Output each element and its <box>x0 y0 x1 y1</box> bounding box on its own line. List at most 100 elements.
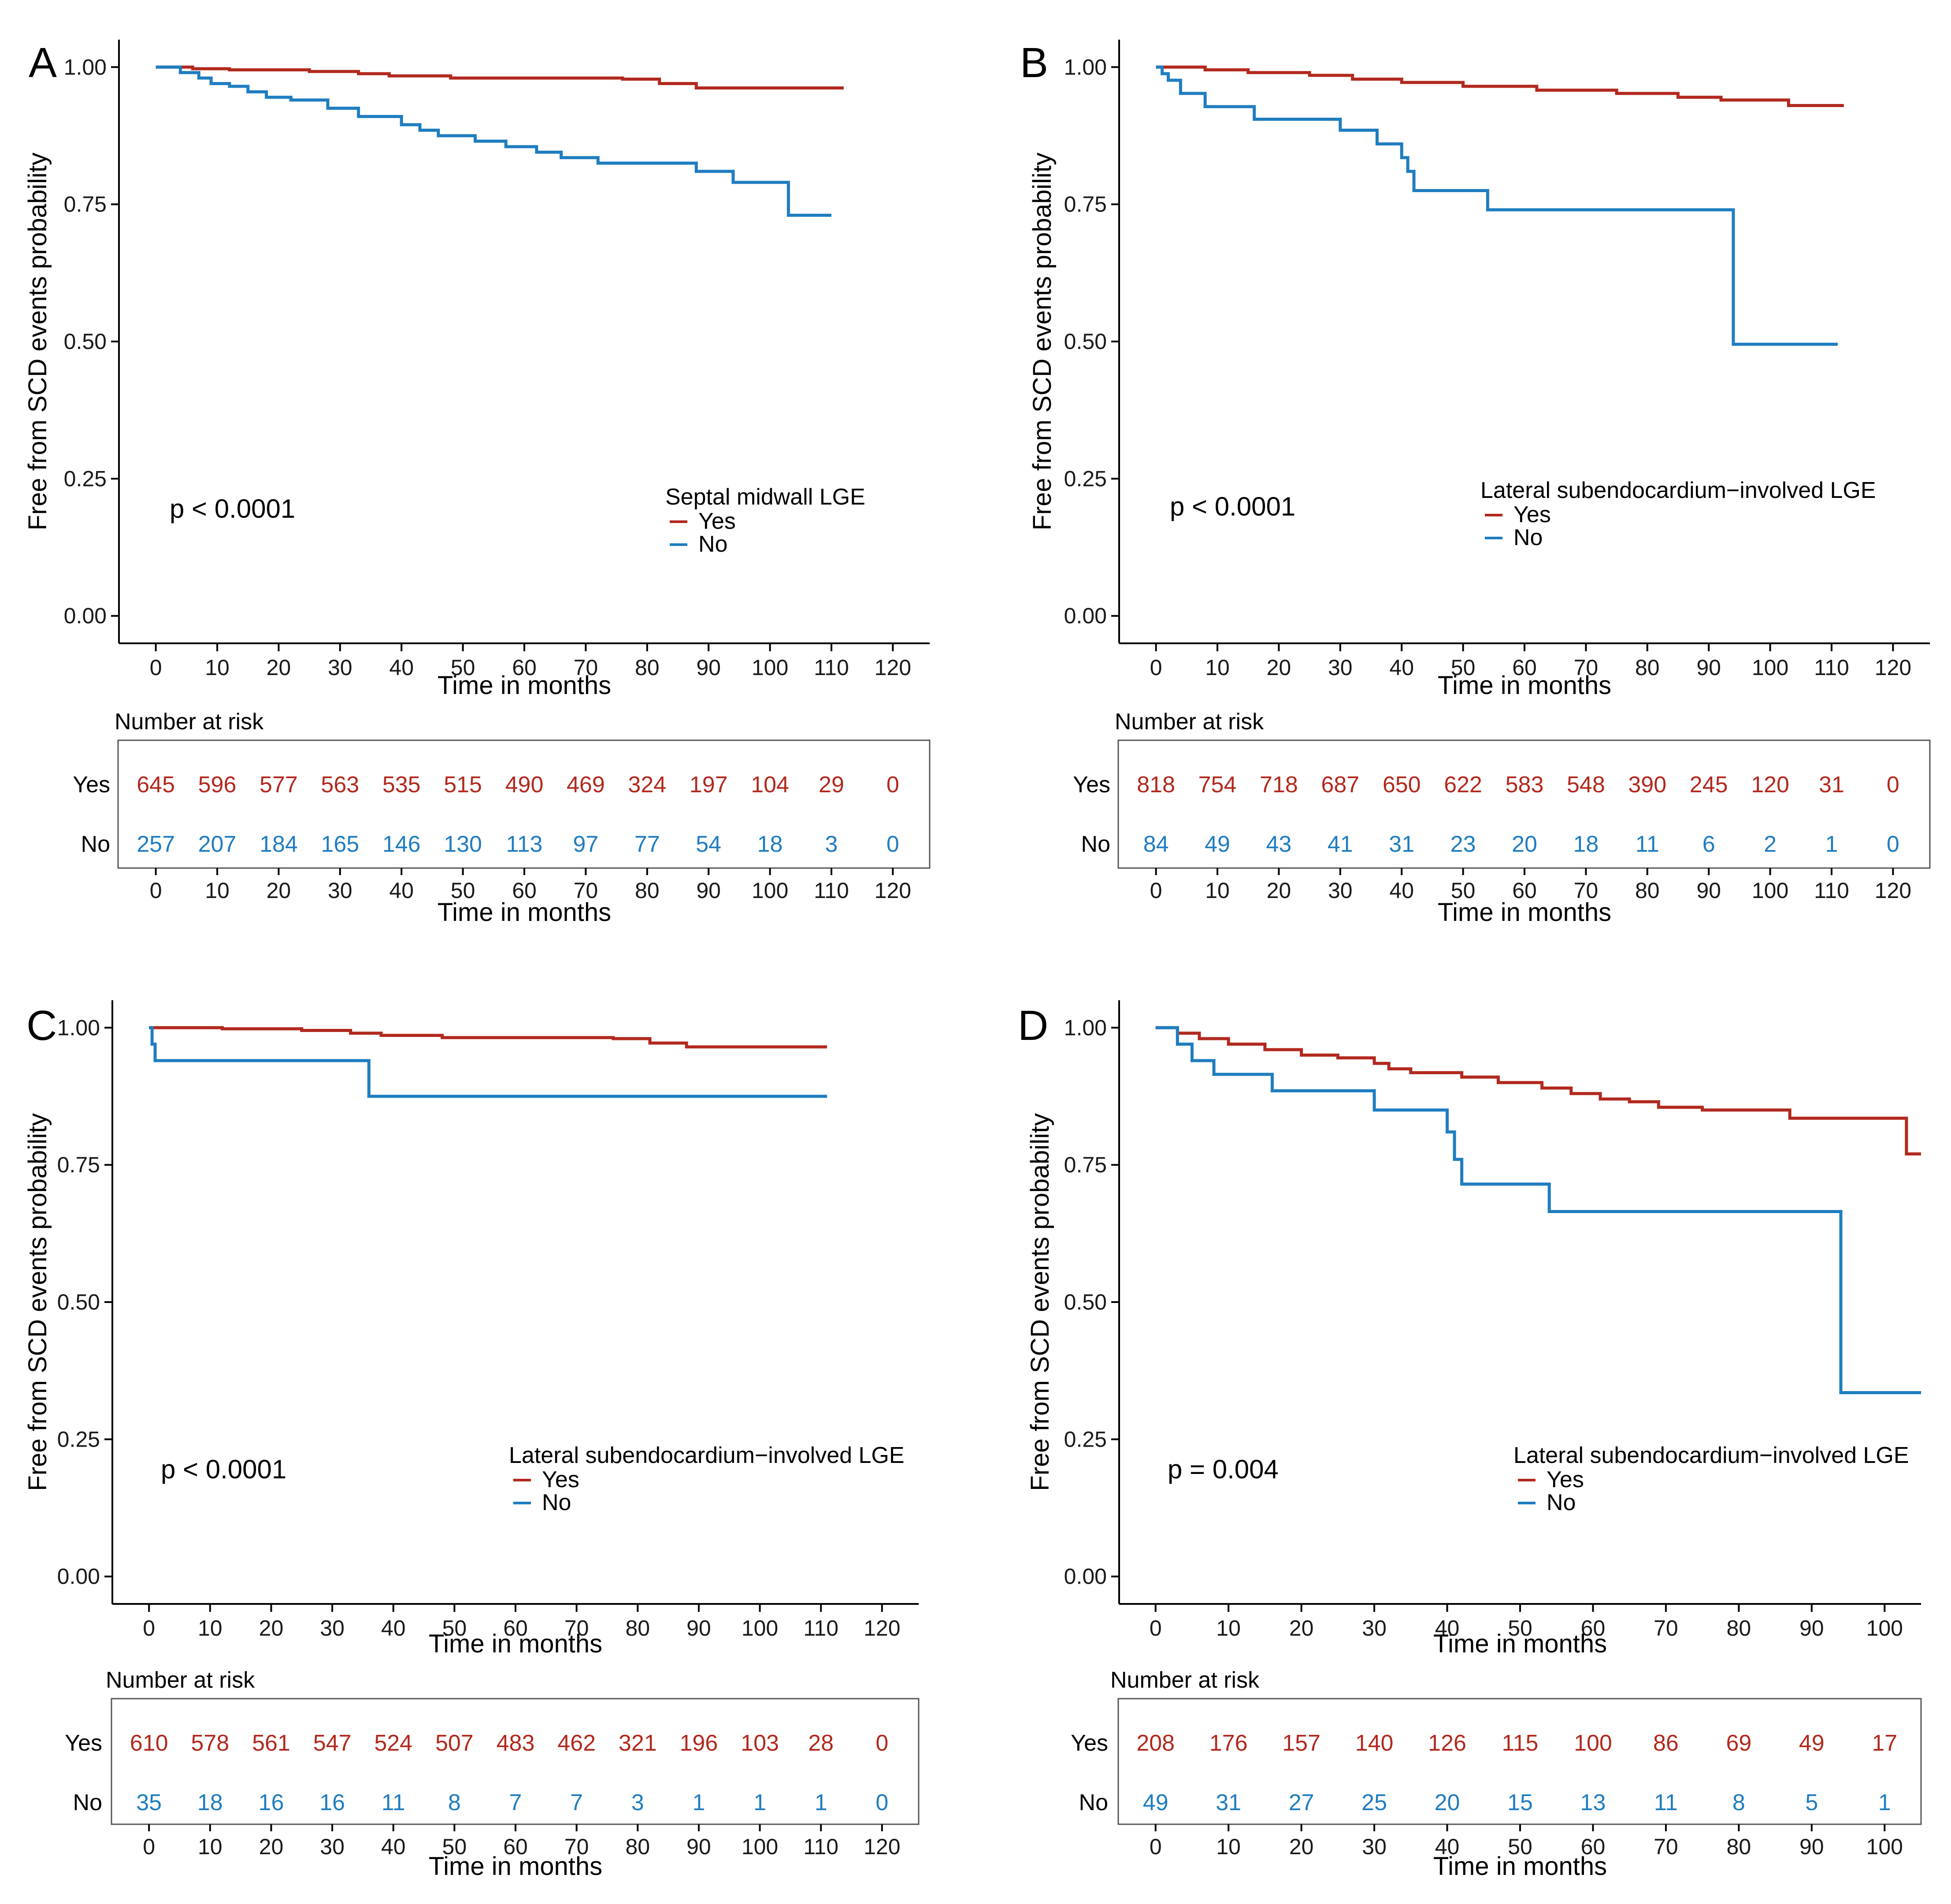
y-tick-label: 0.50 <box>1064 1290 1107 1314</box>
legend-label-no: No <box>542 1490 571 1515</box>
y-tick-label: 0.75 <box>57 1153 100 1177</box>
x-tick-label: 70 <box>1654 1616 1678 1640</box>
risk-count-yes: 483 <box>497 1730 535 1756</box>
x-tick-label: 100 <box>1752 655 1788 680</box>
risk-count-yes: 324 <box>628 772 666 798</box>
x-tick-label: 40 <box>389 655 414 680</box>
x-tick-label: 30 <box>1328 655 1353 680</box>
x-tick-label: 40 <box>381 1616 406 1640</box>
km-curve-no <box>1156 65 1838 346</box>
x-tick-label: 0 <box>150 655 162 680</box>
risk-x-tick-label: 60 <box>1581 1834 1606 1859</box>
risk-count-yes: 115 <box>1502 1730 1539 1756</box>
risk-x-tick-label: 40 <box>389 878 414 903</box>
risk-x-tick-label: 70 <box>574 878 598 903</box>
km-curve-yes <box>149 1026 827 1049</box>
risk-x-tick-label: 100 <box>742 1834 778 1859</box>
risk-count-no: 8 <box>448 1790 461 1815</box>
x-tick-label: 20 <box>1289 1616 1314 1640</box>
risk-count-no: 11 <box>1636 831 1659 857</box>
x-axis-title: Time in months <box>1433 1629 1607 1658</box>
y-tick-label: 0.25 <box>1064 466 1107 491</box>
risk-count-yes: 208 <box>1136 1730 1175 1756</box>
risk-count-yes: 29 <box>819 772 844 798</box>
x-tick-label: 60 <box>512 655 537 680</box>
risk-count-no: 11 <box>1654 1790 1678 1815</box>
risk-count-no: 16 <box>259 1790 284 1815</box>
risk-count-no: 0 <box>875 1790 888 1815</box>
y-tick-label: 0.50 <box>1064 329 1107 354</box>
risk-count-no: 13 <box>1580 1790 1606 1815</box>
y-tick-label: 1.00 <box>57 1015 100 1040</box>
risk-count-yes: 718 <box>1260 772 1298 798</box>
y-tick-label: 0.50 <box>57 1290 100 1314</box>
risk-count-yes: 69 <box>1726 1730 1751 1756</box>
risk-x-tick-label: 0 <box>1150 1834 1162 1859</box>
risk-count-yes: 515 <box>444 772 482 798</box>
risk-count-no: 18 <box>197 1790 223 1815</box>
y-tick-label: 0.75 <box>1064 1153 1107 1177</box>
risk-count-no: 3 <box>631 1790 644 1815</box>
risk-count-no: 15 <box>1507 1790 1533 1815</box>
risk-x-tick-label: 10 <box>198 1834 223 1859</box>
risk-x-tick-label: 20 <box>267 878 291 903</box>
x-tick-label: 110 <box>814 655 849 680</box>
risk-group-label: No <box>1079 1790 1108 1815</box>
x-tick-label: 120 <box>864 1616 900 1640</box>
legend-title: Lateral subendocardium−involved LGE <box>1513 1443 1909 1468</box>
risk-x-tick-label: 90 <box>696 878 721 903</box>
risk-count-yes: 120 <box>1751 772 1789 798</box>
risk-count-yes: 818 <box>1137 772 1175 798</box>
risk-count-yes: 462 <box>557 1730 596 1756</box>
risk-count-no: 43 <box>1266 831 1292 857</box>
x-tick-label: 110 <box>803 1616 838 1640</box>
risk-group-label: Yes <box>1073 772 1110 798</box>
risk-count-no: 257 <box>137 831 175 857</box>
risk-count-no: 1 <box>753 1790 766 1815</box>
risk-count-yes: 561 <box>252 1730 290 1756</box>
risk-count-no: 7 <box>509 1790 522 1815</box>
risk-x-tick-label: 30 <box>320 1834 345 1859</box>
risk-x-tick-label: 30 <box>328 878 352 903</box>
risk-x-tick-label: 0 <box>150 878 162 903</box>
risk-count-yes: 622 <box>1444 772 1482 798</box>
risk-count-yes: 524 <box>374 1730 412 1756</box>
y-tick-label: 0.75 <box>1064 192 1107 217</box>
legend-label-yes: Yes <box>1513 502 1551 527</box>
risk-count-no: 184 <box>260 831 298 857</box>
y-tick-label: 0.25 <box>64 466 107 491</box>
risk-x-tick-label: 90 <box>1696 878 1721 903</box>
risk-count-yes: 0 <box>1887 772 1899 798</box>
risk-x-axis-title: Time in months <box>1438 898 1611 927</box>
risk-count-yes: 103 <box>741 1730 779 1756</box>
risk-count-no: 54 <box>696 831 721 857</box>
risk-count-no: 49 <box>1143 1790 1168 1815</box>
y-axis-title: Free from SCD events probability <box>1026 1113 1054 1491</box>
risk-x-tick-label: 50 <box>1508 1834 1532 1859</box>
risk-table-title: Number at risk <box>106 1667 255 1693</box>
risk-count-no: 20 <box>1512 831 1537 857</box>
y-tick-label: 0.00 <box>1064 1564 1107 1589</box>
x-axis-title: Time in months <box>1438 671 1611 700</box>
x-tick-label: 20 <box>259 1616 284 1640</box>
risk-count-yes: 469 <box>567 772 605 798</box>
risk-x-tick-label: 10 <box>1216 1834 1241 1859</box>
risk-table-title: Number at risk <box>115 709 264 735</box>
km-curve-no <box>1155 1026 1921 1394</box>
x-tick-label: 10 <box>205 655 230 680</box>
risk-count-yes: 100 <box>1574 1730 1612 1756</box>
risk-x-tick-label: 30 <box>1362 1834 1387 1859</box>
risk-count-no: 11 <box>382 1790 405 1815</box>
y-tick-label: 0.00 <box>64 604 107 628</box>
x-tick-label: 20 <box>267 655 291 680</box>
x-tick-label: 0 <box>1150 1616 1162 1640</box>
risk-count-no: 77 <box>634 831 660 857</box>
x-tick-label: 30 <box>328 655 352 680</box>
legend-title: Lateral subendocardium−involved LGE <box>509 1443 905 1468</box>
x-tick-label: 50 <box>1451 655 1476 680</box>
risk-count-yes: 245 <box>1690 772 1728 798</box>
risk-count-no: 7 <box>570 1790 583 1815</box>
risk-x-tick-label: 10 <box>1205 878 1230 903</box>
legend-label-no: No <box>1513 525 1543 550</box>
x-axis-title: Time in months <box>429 1629 602 1658</box>
